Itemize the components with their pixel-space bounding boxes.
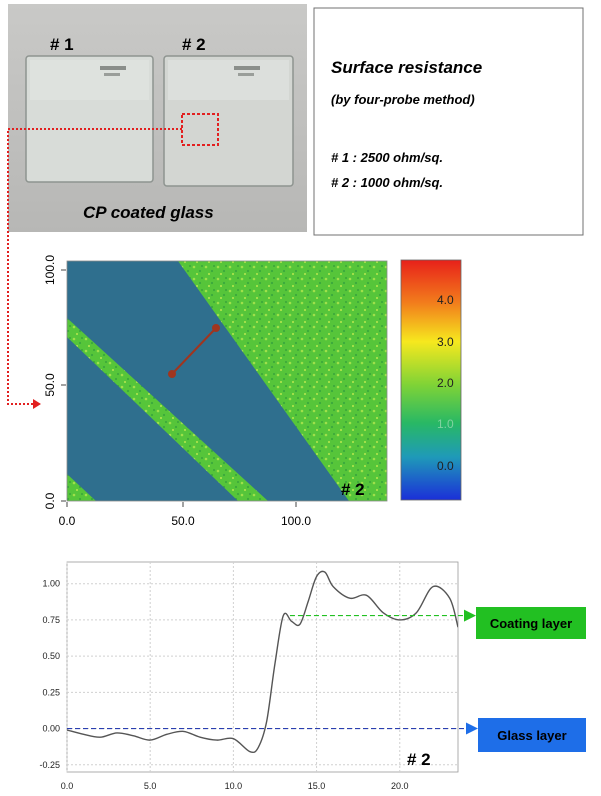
coating-layer-label: Coating layer (490, 616, 572, 631)
profile-curve (67, 570, 458, 754)
map-x-tick-0: 0.0 (59, 514, 76, 528)
colorbar-tick-4: 4.0 (437, 293, 454, 307)
profile-y-tick-label: 1.00 (42, 579, 60, 589)
profile-y-tick-label: 0.25 (42, 687, 60, 697)
map-x-tick-100: 100.0 (281, 514, 311, 528)
connector-arrow (33, 399, 41, 409)
profile-y-ticks: 1.00 0.75 0.50 0.25 0.00 -0.25 (39, 579, 60, 770)
glass-stripe-upper (67, 261, 349, 501)
info-result-2: # 2 : 1000 ohm/sq. (331, 175, 443, 190)
info-title: Surface resistance (331, 58, 482, 77)
line-profile-end (212, 324, 220, 332)
profile-x-tick-label: 10.0 (225, 781, 243, 791)
profile-x-tick-label: 20.0 (391, 781, 409, 791)
profile-grid (66, 562, 458, 772)
info-box: Surface resistance (by four-probe method… (313, 7, 584, 236)
info-method: (by four-probe method) (331, 92, 475, 107)
profile-y-tick-label: 0.00 (42, 724, 60, 734)
map-x-tick-50: 50.0 (171, 514, 195, 528)
map-sample-label: # 2 (341, 480, 365, 499)
glass-layer-badge: Glass layer (478, 718, 586, 752)
photo-caption: CP coated glass (83, 203, 214, 222)
profile-y-tick-label: 0.50 (42, 651, 60, 661)
glass-sample-1 (25, 55, 154, 183)
colorbar-tick-3: 3.0 (437, 335, 454, 349)
profile-sample-label: # 2 (407, 750, 431, 769)
profile-x-tick-label: 5.0 (144, 781, 157, 791)
line-profile-start (168, 370, 176, 378)
afm-map: 0.0 50.0 100.0 0.0 50.0 100.0 # 2 (43, 255, 388, 528)
map-y-tick-50: 50.0 (43, 373, 57, 397)
highlight-box (181, 113, 219, 146)
colorbar-tick-0: 0.0 (437, 459, 454, 473)
profile-y-tick-label: -0.25 (39, 760, 60, 770)
map-y-tick-100: 100.0 (43, 255, 57, 285)
sample-photo: # 1 # 2 CP coated glass (8, 4, 307, 232)
map-y-tick-0: 0.0 (43, 492, 57, 509)
info-result-1: # 1 : 2500 ohm/sq. (331, 150, 443, 165)
glass-stripe-lower (67, 337, 238, 501)
profile-x-tick-label: 0.0 (61, 781, 74, 791)
sample-2-label: # 2 (182, 35, 206, 54)
coating-layer-badge: Coating layer (476, 607, 586, 639)
profile-y-tick-label: 0.75 (42, 615, 60, 625)
glass-arrow (466, 722, 478, 735)
colorbar-tick-2: 2.0 (437, 376, 454, 390)
connector-line (7, 128, 182, 405)
profile-x-ticks: 0.0 5.0 10.0 15.0 20.0 (61, 781, 409, 791)
coating-arrow (464, 609, 476, 622)
profile-x-tick-label: 15.0 (308, 781, 326, 791)
colorbar-tick-1: 1.0 (437, 417, 454, 431)
line-profile-marker (171, 327, 217, 375)
line-profile-chart: 1.00 0.75 0.50 0.25 0.00 -0.25 0.0 5.0 10.0 15.0… (39, 561, 586, 791)
glass-layer-label: Glass layer (497, 728, 566, 743)
sample-1-label: # 1 (50, 35, 74, 54)
glass-sample-2 (163, 55, 294, 187)
colorbar: 4.0 3.0 2.0 1.0 0.0 (400, 259, 462, 501)
